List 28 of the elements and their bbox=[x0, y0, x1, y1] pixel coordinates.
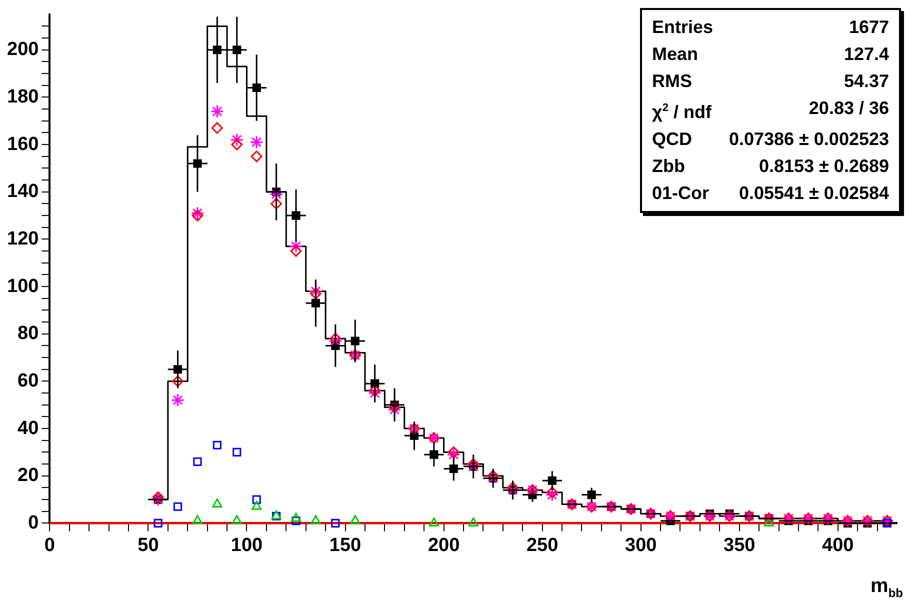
y-tick-label: 20 bbox=[18, 465, 39, 486]
y-tick-label: 80 bbox=[18, 323, 39, 344]
x-tick-label: 200 bbox=[428, 534, 460, 556]
y-tick-label: 200 bbox=[7, 39, 39, 60]
x-tick-label: 350 bbox=[724, 534, 756, 556]
x-tick-label: 0 bbox=[44, 534, 55, 556]
x-tick-label: 300 bbox=[624, 534, 657, 556]
x-tick-label: 50 bbox=[138, 534, 159, 556]
x-tick-label: 250 bbox=[526, 534, 558, 556]
text: Mean 127.4 bbox=[652, 44, 889, 64]
text: QCD 0.07386 ± 0.002523 bbox=[652, 129, 889, 149]
y-tick-label: 60 bbox=[18, 370, 39, 392]
text: Zbb 0.8153 ± 0.2689 bbox=[652, 156, 889, 176]
y-tick-label: 40 bbox=[18, 418, 39, 439]
x-tick-label: 400 bbox=[822, 534, 854, 556]
y-tick-label: 160 bbox=[7, 134, 39, 155]
x-axis-title: m$_{bb}$ bbox=[870, 575, 903, 600]
text: χ$^{2}$ / ndf 20.83 / 36 bbox=[652, 98, 889, 122]
y-tick-label: 0 bbox=[28, 512, 39, 534]
x-tick-label: 150 bbox=[329, 534, 362, 556]
y-tick-label: 100 bbox=[7, 276, 39, 297]
text: 01-Cor 0.05541 ± 0.02584 bbox=[652, 183, 889, 203]
y-tick-label: 140 bbox=[7, 181, 39, 202]
x-tick-label: 100 bbox=[230, 534, 263, 556]
y-tick-label: 180 bbox=[7, 86, 39, 108]
y-tick-label: 120 bbox=[7, 228, 39, 250]
text: Entries 1677 bbox=[652, 17, 889, 37]
text: RMS 54.37 bbox=[652, 71, 889, 91]
